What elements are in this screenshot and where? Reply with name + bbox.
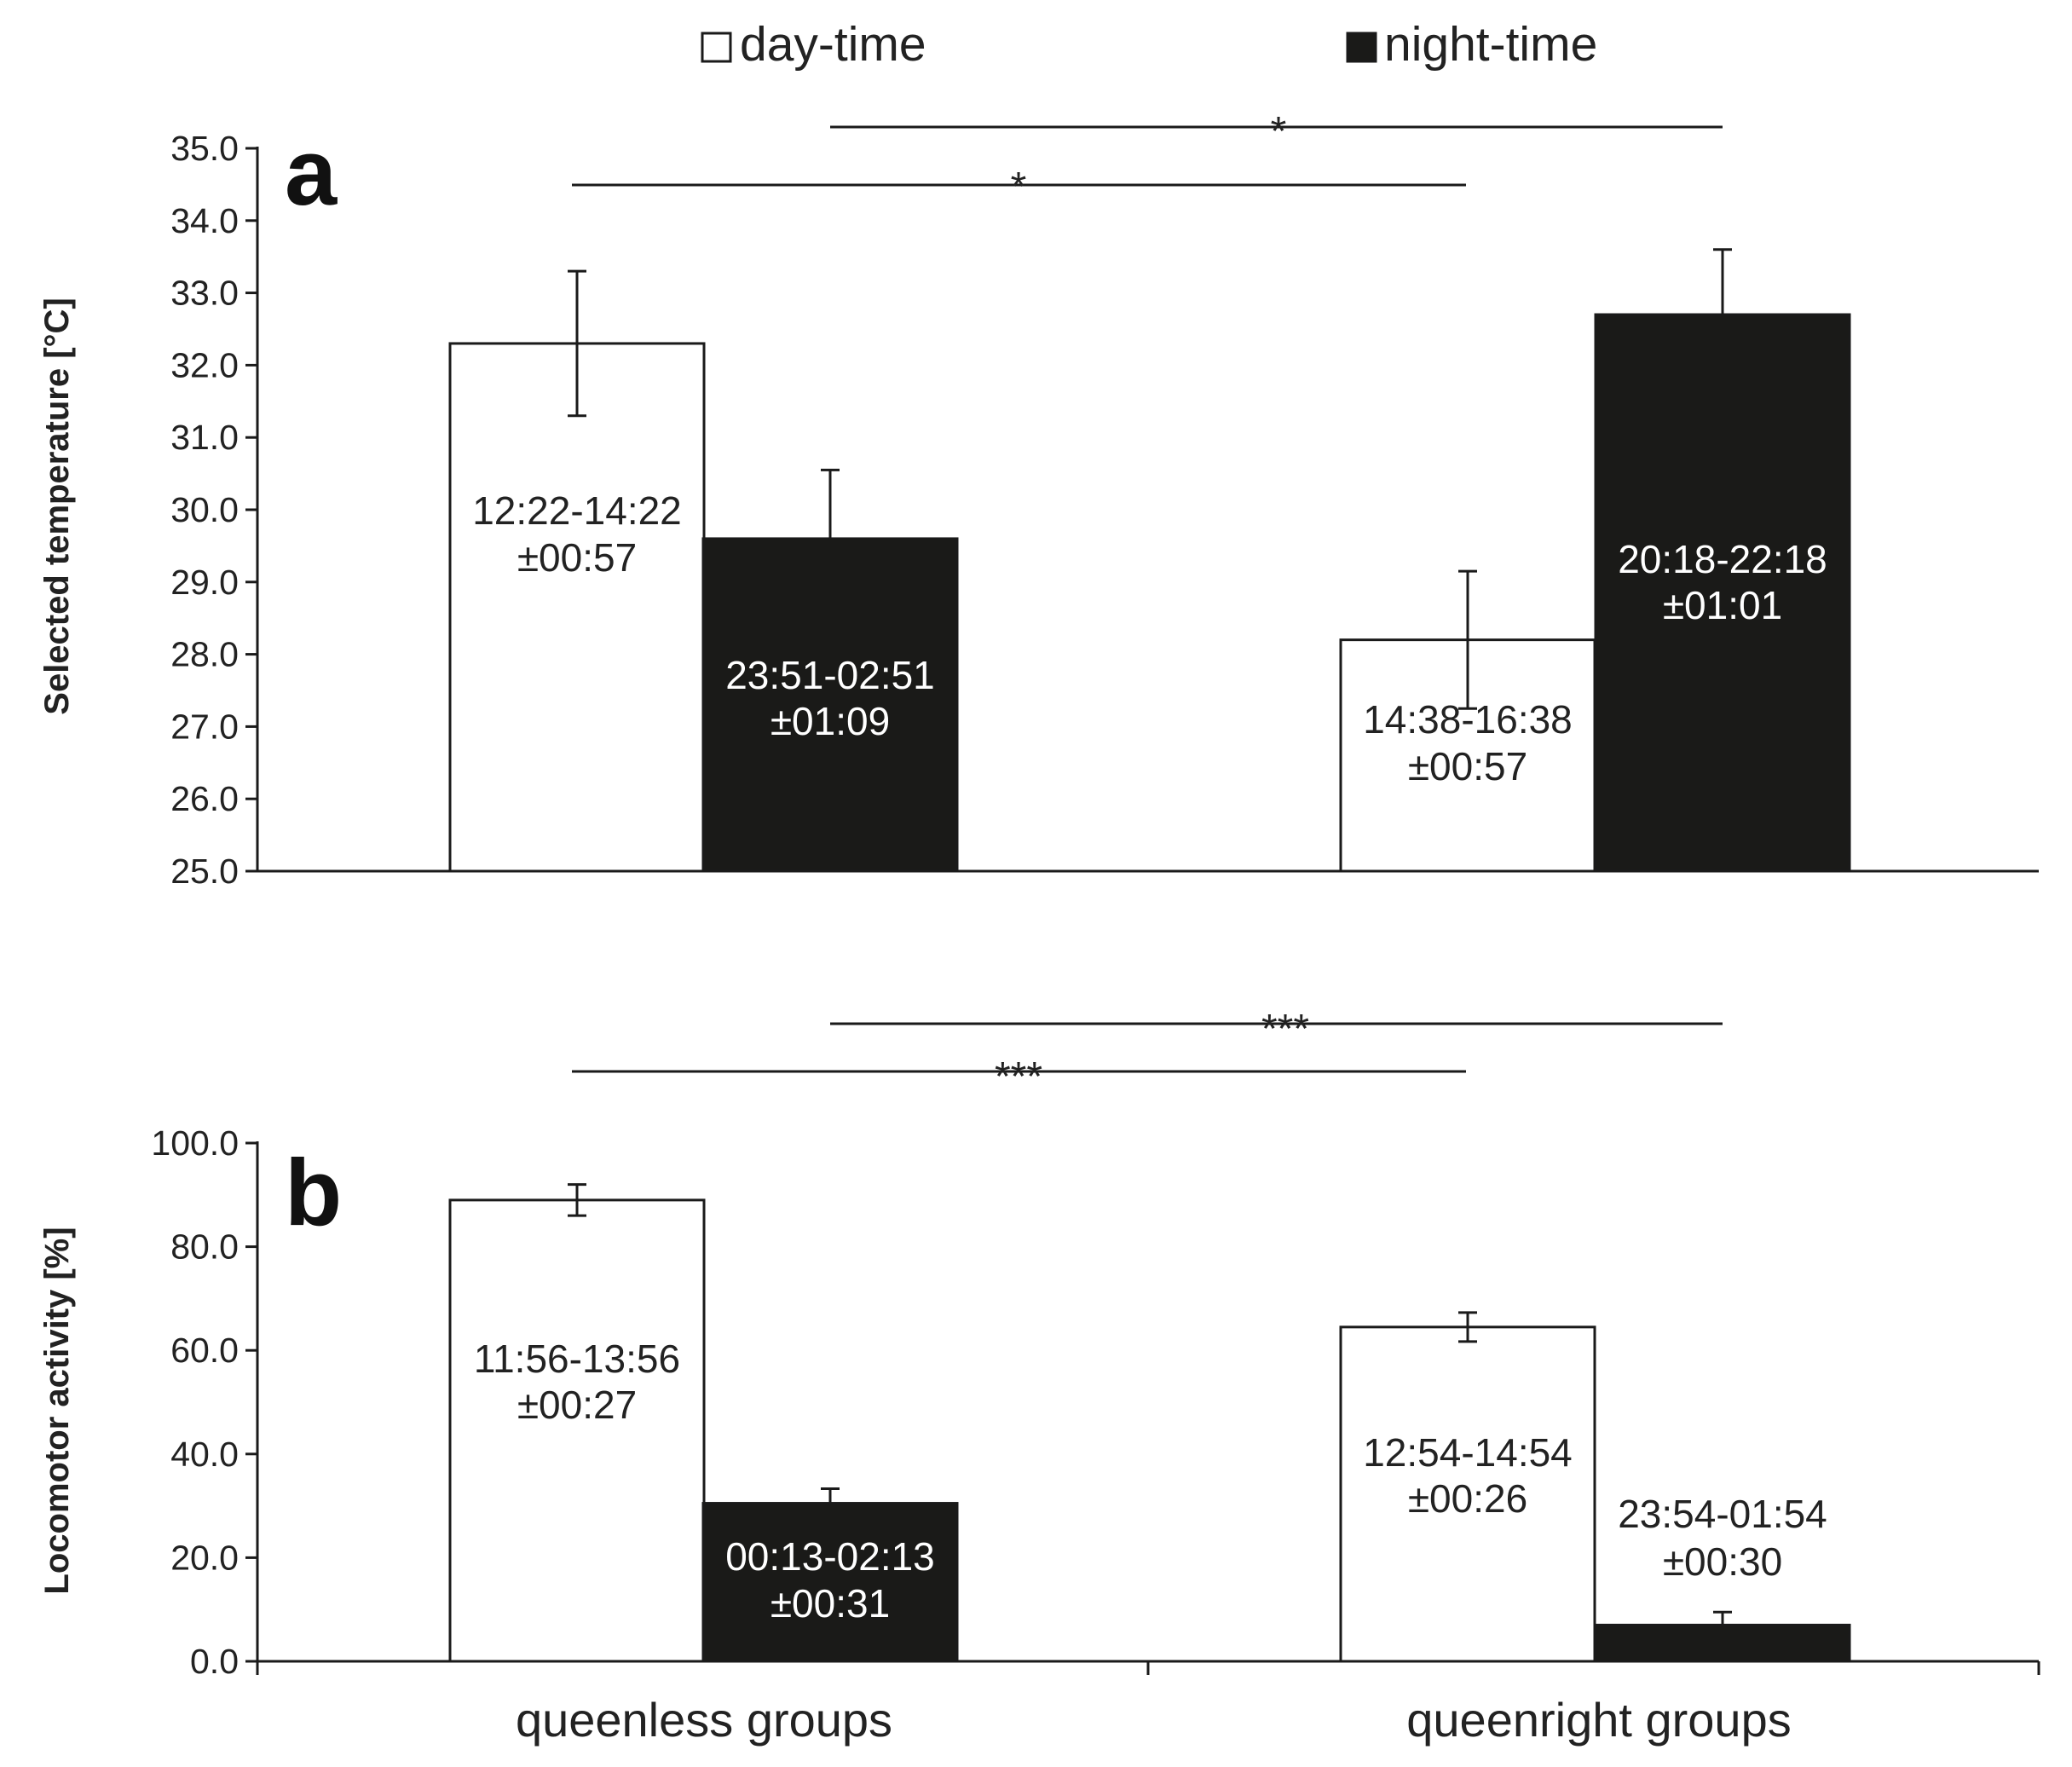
panel-a-bar-data-label: 12:22-14:22 — [472, 488, 682, 533]
panel-b-bar-data-label: ±00:27 — [517, 1383, 637, 1427]
panel-b-y-tick-label: 60.0 — [170, 1331, 239, 1370]
panel-a-significance-marker: * — [1271, 109, 1287, 154]
panel-b-significance-marker: *** — [995, 1054, 1042, 1100]
panel-b-significance-marker: *** — [1261, 1007, 1309, 1052]
panel-b-bar-data-label: 12:54-14:54 — [1363, 1430, 1573, 1475]
panel-a-night-bar — [701, 537, 959, 873]
legend: day-time night-time — [701, 17, 1597, 72]
panel-b-y-axis-label: Locomotor activity [%] — [38, 1227, 76, 1594]
panel-a-y-tick-label: 34.0 — [170, 201, 239, 240]
panel-a-y-tick-label: 26.0 — [170, 779, 239, 818]
panel-a-night-bar — [1594, 313, 1851, 873]
panel-a-bar-data-label: ±01:09 — [771, 699, 890, 743]
panel-b-bar-data-label: ±00:26 — [1408, 1476, 1527, 1521]
panel-a-y-tick-label: 27.0 — [170, 707, 239, 746]
panel-a-y-tick-label: 25.0 — [170, 852, 239, 891]
panel-b-bar-data-label: 23:54-01:54 — [1618, 1492, 1827, 1536]
panel-a-day-bar — [448, 342, 706, 873]
panel-a-y-tick-label: 32.0 — [170, 345, 239, 384]
panel-b-bar-data-label: 00:13-02:13 — [725, 1534, 935, 1579]
panel-a-y-tick-label: 33.0 — [170, 274, 239, 313]
panel-b-day-bar — [448, 1198, 706, 1663]
legend-night-swatch — [1346, 32, 1377, 63]
panel-b-y-tick-label: 80.0 — [170, 1227, 239, 1267]
legend-day-label: day-time — [740, 17, 926, 72]
panel-a-bar-data-label: ±00:57 — [1408, 744, 1527, 788]
category-labels: queenless groups queenright groups — [516, 1693, 1792, 1747]
panel-b-y-tick-label: 40.0 — [170, 1435, 239, 1474]
panel-b-night-bar — [1594, 1623, 1851, 1663]
legend-night-label: night-time — [1384, 17, 1597, 72]
category-label-queenright: queenright groups — [1406, 1693, 1791, 1747]
legend-day-swatch — [701, 32, 732, 63]
panel-a-chart: a Selected temperature [°C] 25.0 26.0 27.0… — [38, 109, 2039, 891]
panel-a-y-tick-label: 30.0 — [170, 490, 239, 529]
panel-b-day-bar — [1339, 1325, 1596, 1663]
panel-b-chart: b Locomotor activity [%] 0.0 20.0 40.0 60.0… — [38, 1007, 2040, 1681]
panel-b-letter: b — [285, 1140, 342, 1245]
panel-a-bar-data-label: 23:51-02:51 — [725, 653, 935, 697]
panel-b-y-tick-label: 100.0 — [151, 1123, 239, 1163]
panel-b-bar-data-label: ±00:30 — [1663, 1539, 1782, 1584]
panel-a-bar-data-label: 20:18-22:18 — [1618, 537, 1827, 581]
panel-a-letter: a — [285, 120, 338, 225]
panel-b-bar-data-label: 11:56-13:56 — [474, 1337, 680, 1381]
panel-a-y-tick-label: 28.0 — [170, 635, 239, 674]
panel-a-bar-data-label: ±01:01 — [1663, 583, 1782, 627]
panel-a-y-tick-label: 29.0 — [170, 563, 239, 602]
panel-b-bar-data-label: ±00:31 — [771, 1581, 890, 1626]
category-label-queenless: queenless groups — [516, 1693, 892, 1747]
panel-b-night-bar — [701, 1502, 959, 1663]
panel-a-y-tick-label: 31.0 — [170, 418, 239, 457]
panel-a-significance-marker: * — [1011, 165, 1027, 210]
panel-a-bar-data-label: 14:38-16:38 — [1363, 697, 1573, 742]
panel-b-y-tick-label: 20.0 — [170, 1538, 239, 1577]
panel-a-y-tick-label: 35.0 — [170, 129, 239, 168]
panel-a-bar-data-label: ±00:57 — [517, 535, 637, 580]
panel-a-y-axis-label: Selected temperature [°C] — [38, 297, 76, 714]
panel-b-y-tick-label: 0.0 — [190, 1642, 239, 1681]
